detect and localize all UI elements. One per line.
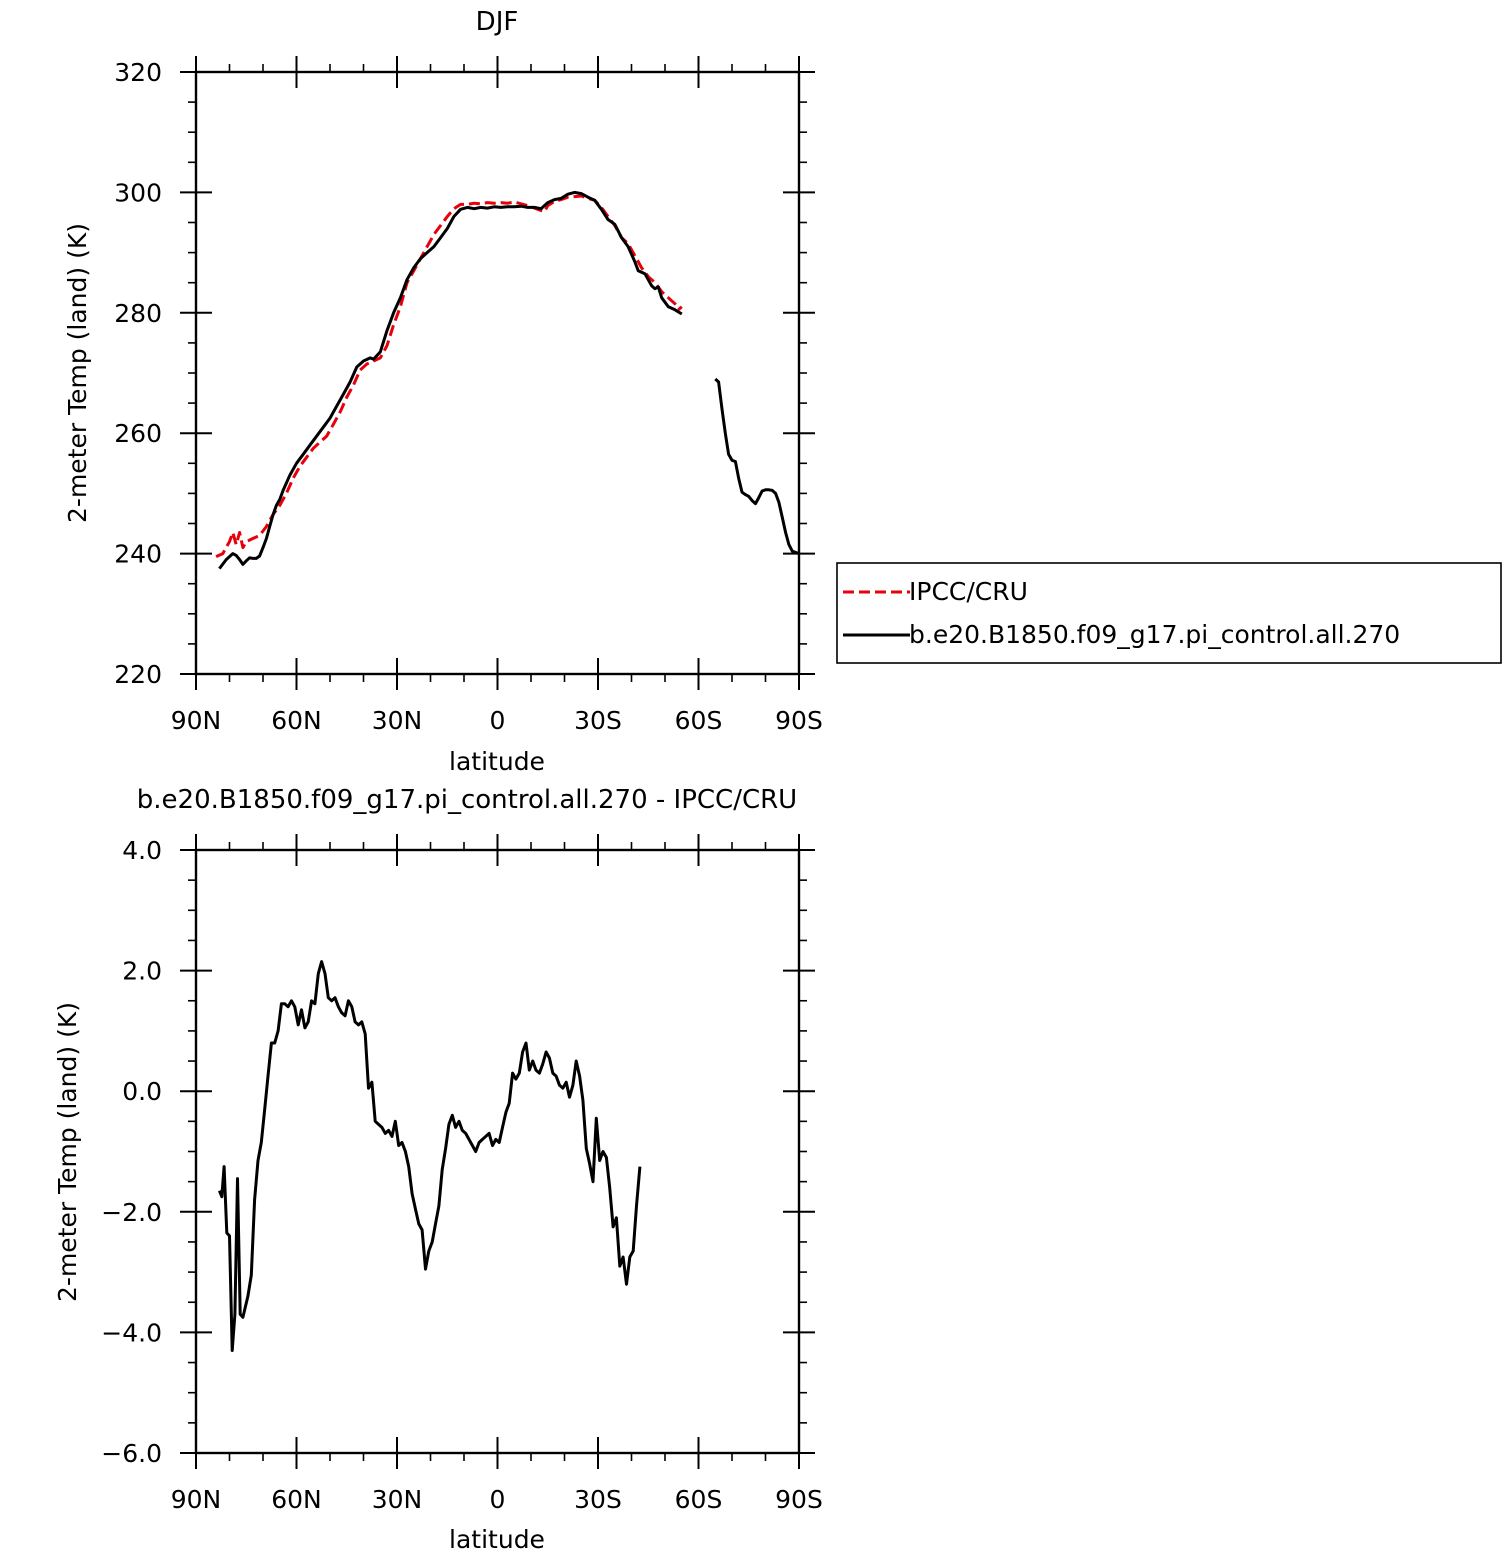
bottom-plot-frame bbox=[194, 848, 801, 1455]
top-series-line-0 bbox=[215, 194, 683, 558]
bottom-y-axis-label: 2-meter Temp (land) (K) bbox=[53, 1002, 82, 1302]
top-x-tick-label: 90N bbox=[171, 706, 222, 735]
top-chart-title: DJF bbox=[476, 7, 519, 37]
legend: IPCC/CRU b.e20.B1850.f09_g17.pi_control.… bbox=[836, 562, 1502, 664]
top-x-tick-label: 30S bbox=[574, 706, 622, 735]
top-plot-frame bbox=[194, 70, 801, 676]
top-series-line-2 bbox=[714, 377, 800, 556]
bottom-chart-title: b.e20.B1850.f09_g17.pi_control.all.270 -… bbox=[137, 785, 797, 815]
top-series-group bbox=[215, 190, 800, 570]
bottom-x-tick-label: 60N bbox=[271, 1485, 322, 1514]
bottom-y-tick-label: 4.0 bbox=[122, 836, 162, 865]
bottom-y-tick-label: 0.0 bbox=[122, 1077, 162, 1106]
top-y-tick-label: 280 bbox=[114, 299, 162, 328]
top-x-tick-label: 60N bbox=[271, 706, 322, 735]
bottom-x-tick-label: 30N bbox=[372, 1485, 423, 1514]
top-x-tick-label: 90S bbox=[775, 706, 823, 735]
bottom-x-tick-label: 30S bbox=[574, 1485, 622, 1514]
bottom-x-axis-label: latitude bbox=[449, 1525, 545, 1554]
bottom-panel: b.e20.B1850.f09_g17.pi_control.all.270 -… bbox=[53, 785, 823, 1554]
top-y-axis-label: 2-meter Temp (land) (K) bbox=[63, 223, 92, 523]
top-series-line-1 bbox=[218, 190, 683, 570]
bottom-series-line-0 bbox=[218, 960, 642, 1352]
top-y-tick-label: 300 bbox=[114, 178, 162, 207]
bottom-x-tick-label: 60S bbox=[675, 1485, 723, 1514]
top-x-tick-label: 30N bbox=[372, 706, 423, 735]
top-y-tick-label: 260 bbox=[114, 419, 162, 448]
bottom-y-tick-label: −2.0 bbox=[101, 1198, 162, 1227]
bottom-x-tick-label: 0 bbox=[490, 1485, 506, 1514]
bottom-y-tick-label: −4.0 bbox=[101, 1318, 162, 1347]
top-y-axis: 220 240 260 280 300 320 bbox=[114, 58, 815, 689]
top-y-tick-label: 220 bbox=[114, 660, 162, 689]
bottom-y-axis: −6.0 −4.0 −2.0 0.0 2.0 4.0 bbox=[101, 836, 815, 1468]
top-x-tick-label: 0 bbox=[490, 706, 506, 735]
bottom-x-tick-label: 90N bbox=[171, 1485, 222, 1514]
top-x-axis: 90N 60N 30N 0 30S 60S 90S bbox=[171, 56, 823, 735]
legend-label-model: b.e20.B1850.f09_g17.pi_control.all.270 bbox=[909, 620, 1400, 649]
bottom-y-tick-label: 2.0 bbox=[122, 957, 162, 986]
top-y-tick-label: 240 bbox=[114, 540, 162, 569]
bottom-series-group bbox=[218, 960, 642, 1352]
bottom-x-tick-label: 90S bbox=[775, 1485, 823, 1514]
top-x-tick-label: 60S bbox=[675, 706, 723, 735]
top-x-axis-label: latitude bbox=[449, 747, 545, 776]
top-y-tick-label: 320 bbox=[114, 58, 162, 87]
legend-label-ipcc-cru: IPCC/CRU bbox=[909, 577, 1028, 606]
bottom-x-axis: 90N 60N 30N 0 30S 60S 90S bbox=[171, 834, 823, 1514]
legend-box bbox=[836, 562, 1502, 664]
bottom-y-tick-label: −6.0 bbox=[101, 1439, 162, 1468]
